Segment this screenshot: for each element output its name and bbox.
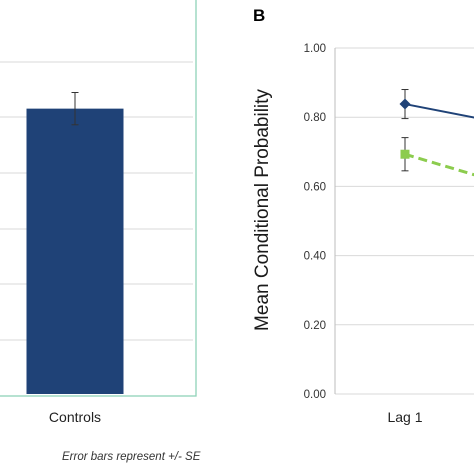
panel-b-series-0-line xyxy=(404,103,474,119)
panel-b-series-1 xyxy=(400,137,474,177)
panel-b-gridlines xyxy=(335,47,474,395)
panel-b-y-tick-label-4: 0.80 xyxy=(304,112,326,124)
panel-b-x-tick-label-0: Lag 1 xyxy=(387,409,422,425)
panel-b-series-1-line xyxy=(404,152,474,177)
panel-a-error-bars xyxy=(71,91,79,126)
panel-a-x-tick-labels: Controls xyxy=(49,409,101,425)
panel-b-y-tick-label-0: 0.00 xyxy=(304,389,326,401)
panel-b-y-axis-title-text: Mean Conditional Probability xyxy=(252,89,273,331)
panel-b: 0.00 0.20 0.40 0.60 0.80 1.00 Lag 1 xyxy=(304,43,474,425)
panel-b-letter: B xyxy=(253,6,266,25)
panel-b-y-tick-label-2: 0.40 xyxy=(304,251,326,263)
panel-a-x-tick-label-0: Controls xyxy=(49,409,101,425)
panel-b-y-tick-label-3: 0.60 xyxy=(304,181,326,193)
footnote: Error bars represent +/- SE xyxy=(62,451,201,463)
panel-b-series-1-point-0 xyxy=(400,149,410,159)
panel-b-series-0 xyxy=(399,89,474,120)
panel-b-series-0-point-0 xyxy=(399,98,411,110)
panel-a-bar-0 xyxy=(26,108,124,395)
panel-a-bars xyxy=(26,108,124,395)
panel-b-x-tick-labels: Lag 1 xyxy=(387,409,422,425)
panel-b-series xyxy=(399,89,474,177)
panel-b-y-tick-label-1: 0.20 xyxy=(304,320,326,332)
panel-b-y-tick-labels: 0.00 0.20 0.40 0.60 0.80 1.00 xyxy=(304,43,326,401)
panel-a: Controls xyxy=(0,0,197,425)
panel-a-frame xyxy=(0,0,197,397)
panel-b-y-tick-label-5: 1.00 xyxy=(304,43,326,55)
